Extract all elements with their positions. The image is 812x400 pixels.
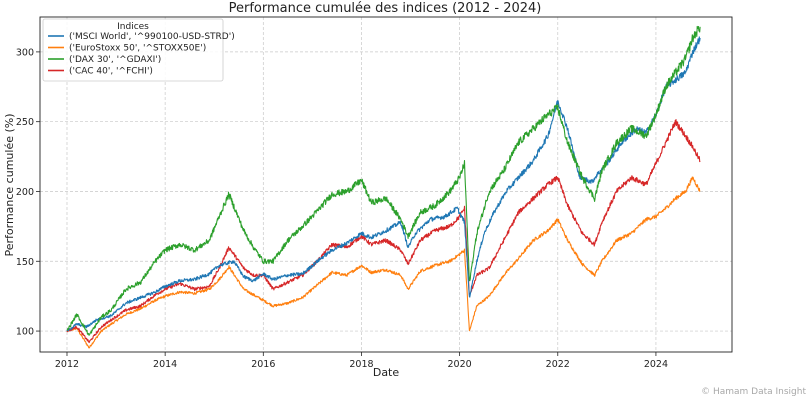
y-axis-label: Performance cumulée (%) xyxy=(3,113,16,256)
legend-entry: ('DAX 30', '^GDAXI') xyxy=(69,55,161,65)
x-tick-label: 2012 xyxy=(55,359,79,370)
y-tick-label: 200 xyxy=(16,187,34,198)
plot-area xyxy=(39,16,733,353)
grid xyxy=(40,17,732,352)
x-tick-label: 2024 xyxy=(644,359,668,370)
y-axis-ticks: 100 150 200 250 300 xyxy=(16,47,40,338)
series-line xyxy=(66,36,701,332)
legend-box xyxy=(42,18,224,82)
x-axis-ticks: 2012 2014 2016 2018 2020 2022 2024 xyxy=(55,352,668,370)
x-tick-label: 2014 xyxy=(153,359,177,370)
y-tick-label: 250 xyxy=(16,117,34,128)
x-tick-label: 2016 xyxy=(251,359,275,370)
series-line xyxy=(66,176,701,349)
series-line xyxy=(66,119,701,344)
legend-items: ('MSCI World', '^990100-USD-STRD') ('Euro… xyxy=(48,32,235,77)
legend-entry: ('EuroStoxx 50', '^STOXX50E') xyxy=(69,44,206,54)
x-tick-label: 2020 xyxy=(448,359,472,370)
series-lines xyxy=(66,25,701,349)
x-axis-label: Date xyxy=(373,366,400,379)
y-tick-label: 300 xyxy=(16,47,34,58)
legend: Indices ('MSCI World', '^990100-USD-STRD… xyxy=(42,18,235,82)
y-tick-label: 100 xyxy=(16,327,34,338)
watermark: © Hamam Data Insight xyxy=(701,387,806,397)
legend-title: Indices xyxy=(117,22,149,32)
series-line xyxy=(66,25,701,336)
chart-title: Performance cumulée des indices (2012 - … xyxy=(229,1,542,16)
x-tick-label: 2018 xyxy=(349,359,373,370)
x-tick-label: 2022 xyxy=(546,359,570,370)
y-tick-label: 150 xyxy=(16,257,34,268)
legend-entry: ('MSCI World', '^990100-USD-STRD') xyxy=(69,32,235,42)
legend-entry: ('CAC 40', '^FCHI') xyxy=(69,67,153,77)
